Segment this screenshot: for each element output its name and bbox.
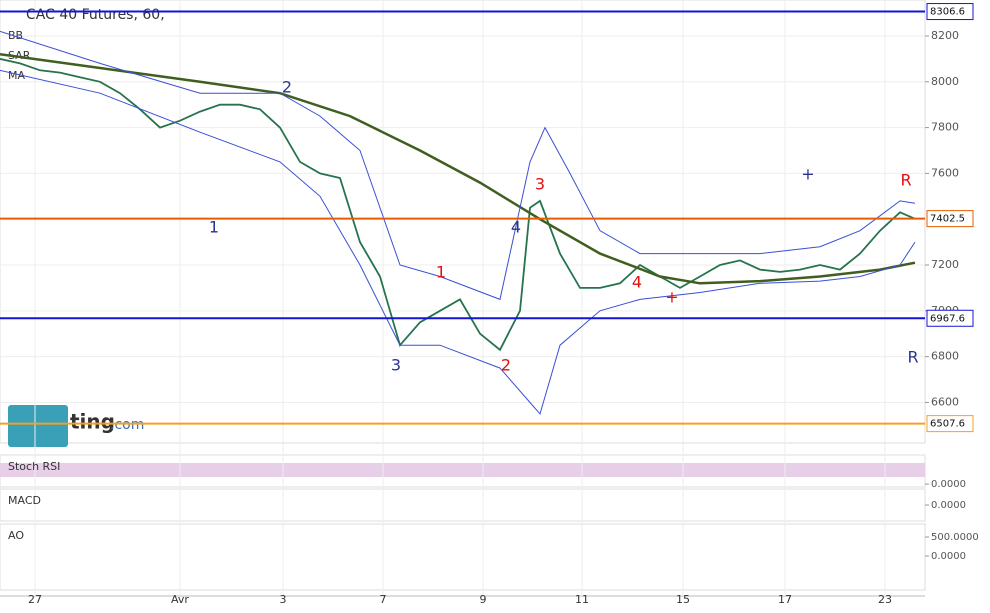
logo [8, 405, 68, 447]
x-tick-label: 15 [676, 593, 690, 606]
wave-label: 4 [632, 273, 642, 292]
y-tick-label: 0.0000 [931, 479, 966, 490]
wave-label: 3 [391, 356, 401, 375]
wave-label: 2 [501, 356, 511, 375]
y-tick-label: 7800 [931, 121, 959, 134]
y-tick-label: 7200 [931, 258, 959, 271]
x-tick-label: 27 [28, 593, 42, 606]
series-line [0, 30, 916, 301]
wave-label: 4 [511, 218, 521, 237]
ao-panel [0, 523, 926, 591]
y-tick-label: 0.0000 [931, 500, 966, 511]
wave-label: 3 [535, 175, 545, 194]
x-tick-label: 9 [480, 593, 487, 606]
level-label: 7402.5 [930, 214, 965, 225]
x-tick-label: 3 [280, 593, 287, 606]
level-label: 6507.6 [930, 419, 965, 430]
y-tick-label: 8200 [931, 29, 959, 42]
x-tick-label: Avr [171, 593, 189, 606]
panel-label: AO [8, 529, 24, 542]
main-panel [0, 0, 926, 444]
level-label-box [926, 3, 974, 21]
level-label-box [926, 415, 974, 433]
y-tick-label: 6800 [931, 350, 959, 363]
wave-label: 1 [436, 263, 446, 282]
wave-label: 2 [282, 78, 292, 97]
series-line [0, 58, 916, 352]
panel-label: MACD [8, 494, 41, 507]
stoch-band [0, 463, 925, 477]
watermark: ting [70, 410, 115, 434]
indicator-label: BB [8, 29, 23, 42]
y-tick-label: 6600 [931, 395, 959, 408]
x-tick-label: 23 [878, 593, 892, 606]
wave-label: + [665, 288, 678, 307]
level-label-box [926, 210, 974, 228]
x-tick-label: 7 [380, 593, 387, 606]
panel-label: Stoch RSI [8, 460, 60, 473]
y-tick-label: 7600 [931, 166, 959, 179]
x-tick-label: 17 [778, 593, 792, 606]
watermark: .com [110, 417, 144, 433]
wave-label: R [907, 348, 918, 367]
wave-label: + [801, 165, 814, 184]
chart-title: CAC 40 Futures, 60, [26, 7, 165, 23]
level-label-box [926, 309, 974, 327]
level-label: 8306.6 [930, 7, 965, 18]
wave-label: 1 [209, 218, 219, 237]
wave-label: R [900, 171, 911, 190]
level-label: 6967.6 [930, 313, 965, 324]
y-tick-label: 0.0000 [931, 551, 966, 562]
y-tick-label: 500.0000 [931, 532, 979, 543]
indicator-label: MA [8, 69, 25, 82]
x-tick-label: 11 [575, 593, 589, 606]
y-tick-label: 8000 [931, 75, 959, 88]
series-line [0, 69, 916, 415]
